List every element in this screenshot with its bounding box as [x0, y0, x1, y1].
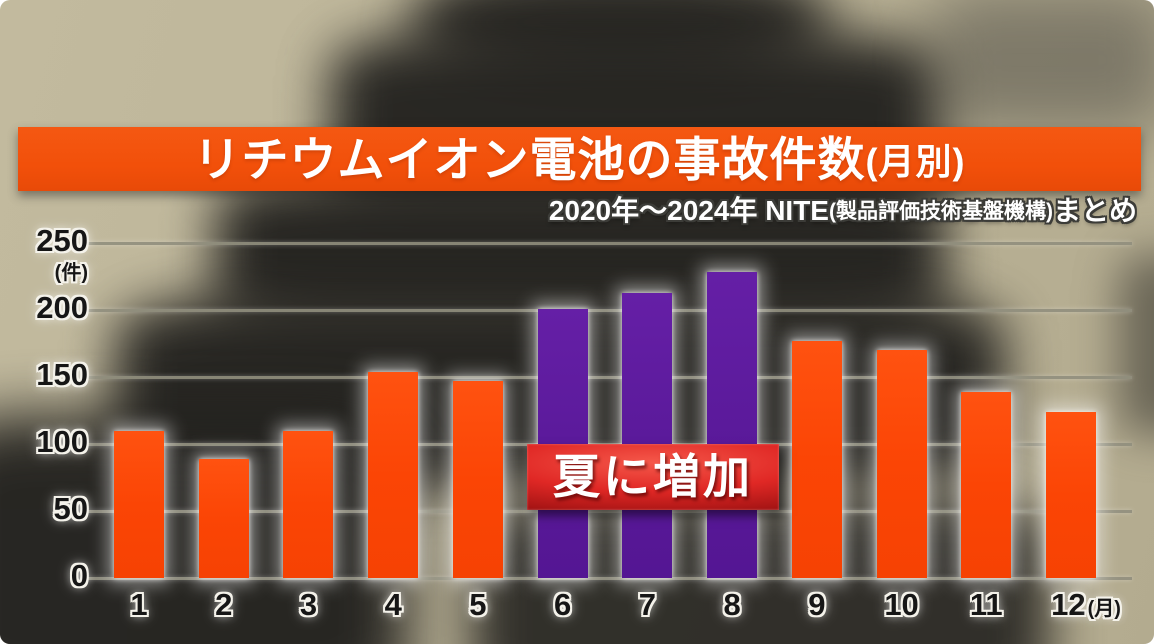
- x-tick-label-11: 11: [946, 589, 1026, 620]
- bar-month-1: [114, 431, 164, 578]
- x-tick-number: 9: [808, 587, 826, 622]
- x-tick-label-1: 1: [99, 589, 179, 620]
- x-tick-label-10: 10: [862, 589, 942, 620]
- title-banner: リチウムイオン電池の事故件数 (月別): [18, 127, 1141, 191]
- x-tick-label-6: 6: [523, 589, 603, 620]
- x-tick-label-7: 7: [607, 589, 687, 620]
- source-paren: (製品評価技術基盤機構): [828, 200, 1053, 224]
- x-tick-label-5: 5: [438, 589, 518, 620]
- x-tick-number: 12: [1051, 587, 1086, 622]
- bar-month-12: [1046, 412, 1097, 578]
- y-tick-label-150: 150: [36, 357, 88, 392]
- x-tick-number: 3: [299, 587, 318, 622]
- y-axis-unit-label: (件): [54, 262, 88, 284]
- gridline-0: [85, 576, 1132, 580]
- annotation-banner: 夏に増加: [527, 444, 779, 510]
- x-tick-number: 5: [469, 587, 487, 622]
- source-range: 2020年〜2024年 NITE: [548, 195, 829, 226]
- x-tick-label-12: 12 (月): [1026, 589, 1146, 620]
- x-tick-label-2: 2: [184, 589, 264, 620]
- background-blob: [930, 0, 1154, 130]
- page-title: リチウムイオン電池の事故件数: [193, 132, 866, 186]
- y-tick-label-0: 0: [70, 558, 88, 593]
- gridline-150: [85, 375, 1132, 379]
- background-blob: [1118, 255, 1154, 435]
- x-tick-number: 4: [384, 587, 402, 622]
- bar-month-9: [791, 341, 842, 578]
- page-title-suffix: (月別): [865, 140, 966, 182]
- x-tick-number: 2: [215, 587, 233, 622]
- y-tick-label-100: 100: [36, 424, 88, 459]
- bar-month-8: [707, 272, 758, 578]
- x-tick-number: 7: [638, 587, 656, 622]
- x-tick-number: 10: [884, 587, 919, 622]
- gridline-250: [85, 241, 1132, 245]
- bar-month-5: [452, 381, 503, 578]
- y-tick-label-200: 200: [36, 290, 88, 325]
- bar-month-6: [537, 309, 588, 578]
- x-tick-label-8: 8: [692, 589, 772, 620]
- bar-month-2: [198, 459, 249, 578]
- x-axis-unit-label: (月): [1087, 598, 1121, 620]
- bar-month-7: [622, 293, 673, 578]
- x-tick-number: 6: [554, 587, 572, 622]
- bar-month-10: [876, 350, 927, 578]
- bar-month-11: [961, 392, 1012, 578]
- bar-month-4: [368, 372, 419, 578]
- bar-month-3: [283, 431, 334, 578]
- gridline-200: [85, 308, 1132, 312]
- x-tick-label-9: 9: [777, 589, 857, 620]
- gridline-50: [85, 509, 1132, 513]
- source-line: 2020年〜2024年 NITE (製品評価技術基盤機構) まとめ: [548, 195, 1137, 226]
- x-tick-number: 1: [130, 587, 148, 622]
- x-tick-number: 8: [723, 587, 741, 622]
- annotation-text: 夏に増加: [553, 449, 753, 505]
- y-tick-label-50: 50: [53, 491, 88, 526]
- x-tick-label-4: 4: [353, 589, 433, 620]
- y-tick-label-250: 250: [36, 223, 88, 258]
- x-tick-label-3: 3: [268, 589, 348, 620]
- x-tick-number: 11: [969, 587, 1003, 622]
- source-suffix: まとめ: [1052, 195, 1137, 226]
